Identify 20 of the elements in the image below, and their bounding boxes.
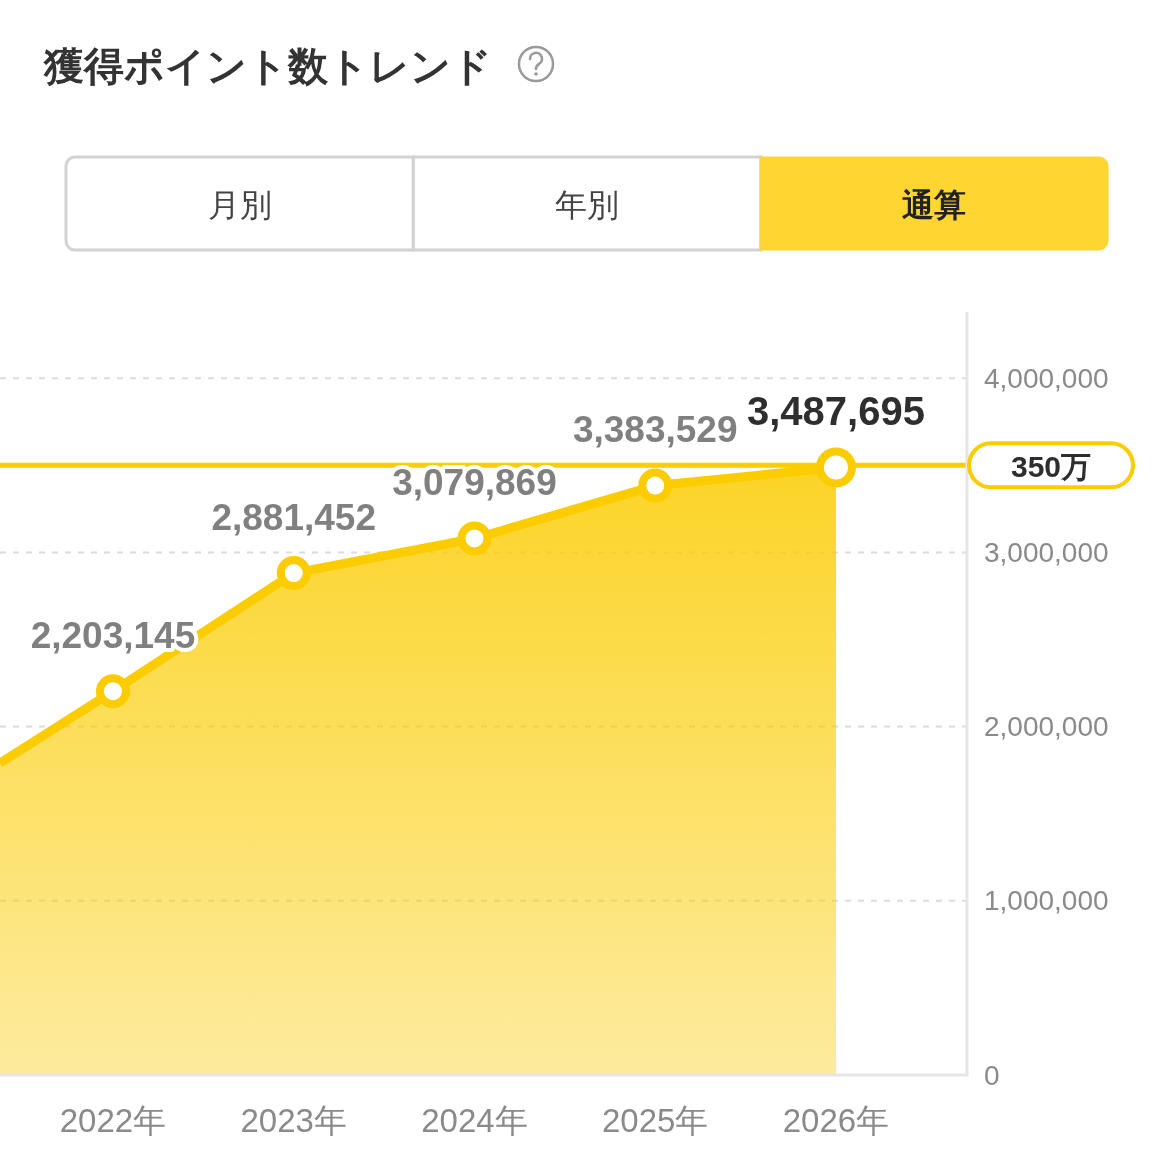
value-label: 3,383,529 — [572, 409, 738, 451]
x-tick-label: 2023年 — [240, 1101, 347, 1139]
x-tick-label: 2024年 — [421, 1101, 528, 1139]
value-label: 2,203,145 — [30, 614, 196, 656]
tab-label: 月別 — [207, 186, 272, 223]
y-tick-label: 3,000,000 — [984, 536, 1109, 568]
x-tick-label: 2025年 — [602, 1101, 709, 1139]
value-label: 3,487,695 — [747, 389, 925, 434]
y-tick-label: 1,000,000 — [984, 885, 1109, 917]
chart-title: 獲得ポイント数トレンド — [44, 44, 492, 88]
x-tick-label: 2022年 — [59, 1101, 167, 1139]
value-label: 3,079,869 — [392, 462, 557, 503]
tab-label: 年別 — [555, 186, 619, 223]
x-tick-label: 2026年 — [782, 1101, 890, 1139]
y-tick-label: 4,000,000 — [984, 362, 1109, 394]
ref-line-label: 350万 — [1010, 449, 1092, 483]
y-tick-label: 2,000,000 — [984, 711, 1109, 743]
value-label: 2,881,452 — [211, 496, 376, 538]
tab-label: 通算 — [902, 186, 967, 223]
y-tick-label: 0 — [984, 1059, 1000, 1091]
